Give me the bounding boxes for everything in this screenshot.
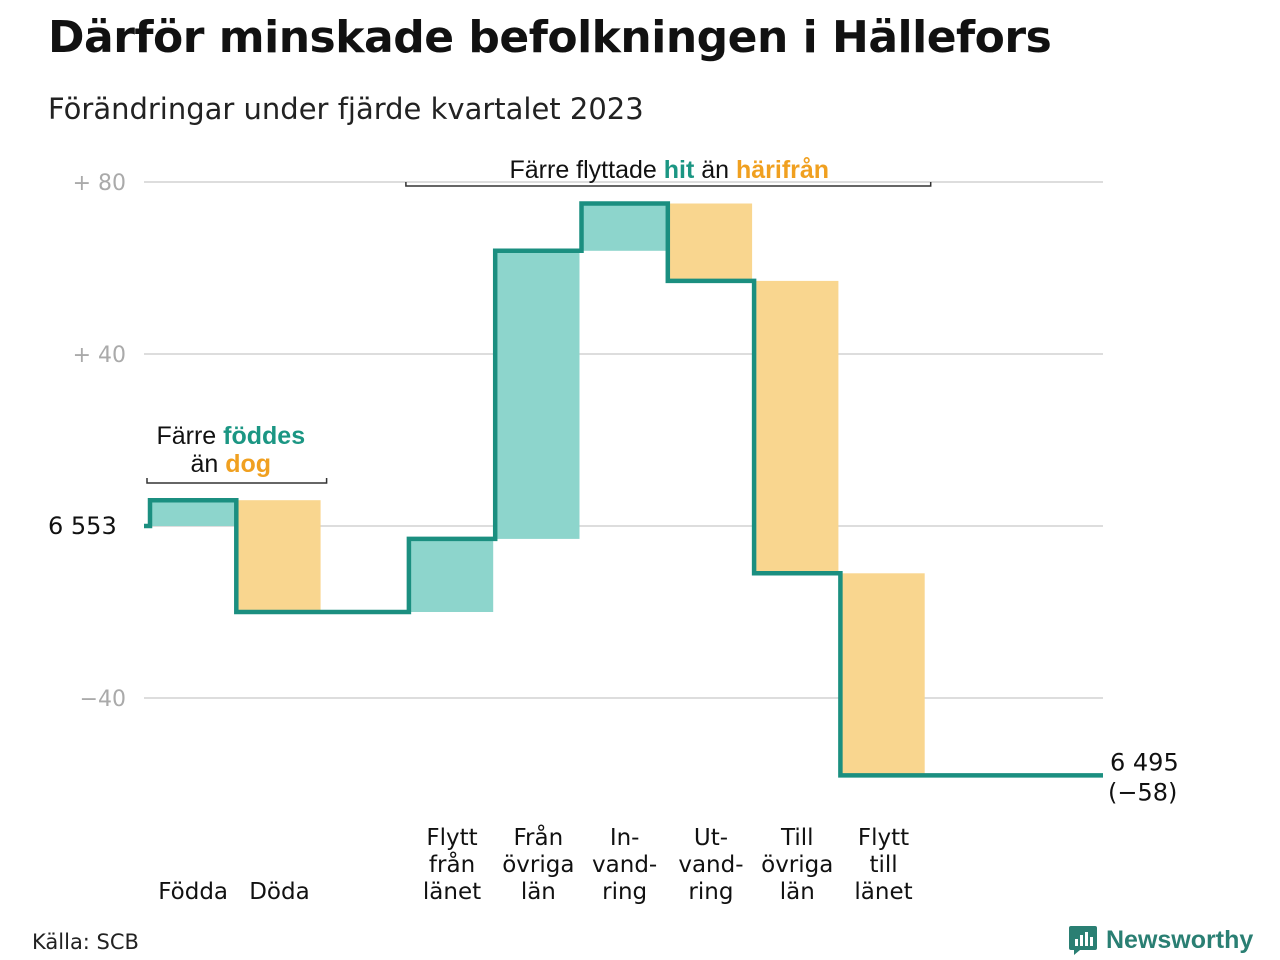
start-value-label: 6 553 — [48, 512, 117, 540]
y-tick-label: −40 — [80, 687, 126, 712]
category-label: Födda — [158, 879, 228, 905]
end-value-label: 6 495 — [1110, 748, 1179, 776]
category-label: Döda — [249, 879, 309, 905]
bar-inflow — [583, 203, 666, 251]
bar-outflow — [669, 203, 753, 281]
category-label: övriga — [502, 852, 574, 878]
category-label: länet — [423, 879, 481, 905]
annotation-births-deaths: Färre föddes — [156, 422, 305, 450]
annotation-bracket — [405, 182, 932, 187]
category-label: ring — [688, 879, 733, 905]
category-label: Från — [514, 823, 564, 851]
annotation-migration: Färre flyttade hit än härifrån — [510, 156, 830, 184]
category-label: län — [780, 879, 815, 905]
brand-name: Newsworthy — [1106, 925, 1254, 954]
category-label: Ut- — [694, 825, 728, 851]
category-label: In- — [610, 825, 640, 851]
newsworthy-logo-icon — [1069, 926, 1097, 955]
bar-outflow — [842, 573, 925, 776]
bar-outflow — [756, 280, 839, 574]
category-label: Flytt — [858, 825, 909, 851]
y-tick-label: + 40 — [73, 343, 126, 368]
bar-inflow — [410, 538, 494, 612]
population-step-line — [144, 201, 1103, 778]
category-label: från — [429, 850, 475, 878]
chart-subtitle: Förändringar under fjärde kvartalet 2023 — [48, 92, 644, 126]
bar-outflow — [238, 500, 321, 612]
category-label: Till — [780, 825, 814, 851]
y-tick-label: + 80 — [73, 171, 126, 196]
category-label: ring — [602, 879, 647, 905]
end-change-label: (−58) — [1108, 778, 1177, 806]
category-label: Flytt — [426, 825, 477, 851]
source-note: Källa: SCB — [32, 930, 139, 954]
category-label: vand- — [592, 852, 657, 878]
category-label: län — [521, 879, 556, 905]
category-label: övriga — [761, 852, 833, 878]
bar-inflow — [497, 250, 580, 539]
category-label: till — [869, 852, 897, 878]
brand-logo: Newsworthy — [1068, 924, 1253, 956]
category-label: vand- — [678, 852, 743, 878]
annotation-bracket — [146, 478, 328, 484]
annotation-births-deaths-line2: än dog — [191, 450, 272, 478]
chart-title: Därför minskade befolkningen i Hällefors — [48, 12, 1052, 63]
bar-inflow — [152, 500, 235, 526]
category-label: länet — [854, 879, 912, 905]
